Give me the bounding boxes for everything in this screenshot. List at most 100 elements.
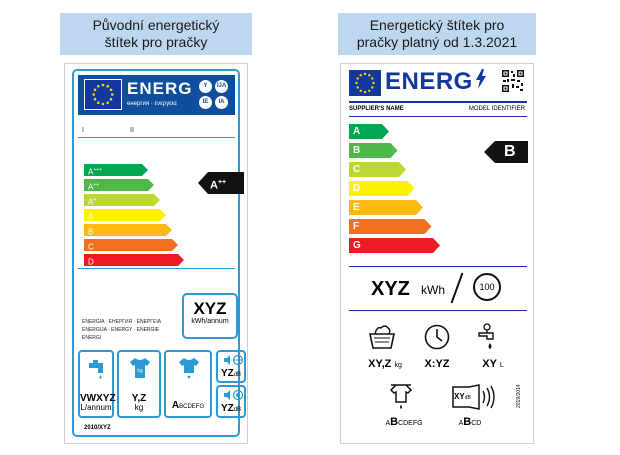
divider — [349, 101, 527, 103]
old-energy-value: XYZ — [193, 299, 227, 318]
new-noise-class: ABCD — [451, 416, 489, 428]
old-footer-code: 2010/XYZ — [84, 425, 111, 431]
old-class-bar: B — [84, 224, 172, 236]
new-class-bar: A — [349, 124, 389, 139]
old-class-bar: D — [84, 254, 184, 266]
old-water-unit: L/annum — [80, 403, 112, 412]
old-class-letter: A — [88, 212, 94, 222]
old-class-letter: D — [88, 257, 94, 267]
old-class-sup: +++ — [93, 167, 103, 173]
divider — [349, 310, 527, 311]
new-noise-first: A — [458, 420, 464, 427]
slash-divider — [450, 272, 464, 304]
new-noise-rest: CD — [471, 420, 482, 427]
old-noise-spin: YZdB — [218, 403, 244, 414]
old-class-bar: C — [84, 239, 178, 251]
old-water-box: VWXYZ L/annum — [78, 350, 116, 418]
eu-flag-icon — [349, 70, 381, 96]
divider — [78, 268, 235, 269]
old-energy-box: XYZ kWh/annum — [182, 293, 238, 339]
old-class-bar: A+ — [84, 194, 160, 206]
new-class-bar: B — [349, 143, 398, 158]
speaker-spin-icon — [224, 389, 244, 401]
old-spin-class: ABCDEFG — [166, 401, 210, 412]
old-caption-line2: štítek pro pračky — [104, 34, 208, 50]
new-class-bar: E — [349, 200, 423, 215]
old-spin-first: A — [171, 400, 180, 411]
lightning-icon — [475, 69, 486, 89]
new-class-bar: F — [349, 219, 432, 234]
new-energy-value: XYZ — [371, 278, 410, 300]
new-class-bar: D — [349, 181, 415, 196]
spin-drying-shirt-icon — [179, 358, 199, 379]
tshirt-icon: kg — [130, 358, 150, 378]
old-label-frame: ENERG енергия · ενεργεια Y IJA IE IA I I… — [72, 69, 246, 437]
new-capacity: XY,Z kg — [361, 358, 409, 370]
divider — [349, 266, 527, 267]
old-water-values: VWXYZ L/annum — [80, 393, 116, 413]
new-energ-title: ENERG — [385, 68, 487, 96]
new-capacity-value: XY,Z — [368, 358, 392, 370]
lang-badge: Y — [199, 80, 212, 93]
old-energ-title: ENERG — [127, 79, 193, 98]
new-energy-unit: kWh — [421, 283, 445, 297]
old-class-bar: A — [84, 209, 166, 221]
old-rating-letter: A — [210, 179, 218, 192]
old-spin-box: ABCDEFG — [164, 350, 212, 418]
old-noise-unit: dB — [233, 372, 242, 378]
roman-two: II — [130, 127, 134, 134]
old-capacity-value: Y,Z — [131, 393, 147, 404]
new-spin-selected: B — [390, 416, 399, 428]
new-spin-rest: CDEFG — [398, 420, 423, 427]
language-line: ENERGIJA · ENERGY · ENERGIE — [82, 327, 160, 333]
language-line: ENERGI — [82, 335, 102, 341]
new-spin-first: A — [385, 420, 391, 427]
old-noise-wash-value: YZ — [220, 368, 234, 379]
speaker-wash-icon — [224, 354, 244, 366]
old-class-letter: A — [88, 182, 94, 192]
old-class-letter: A — [88, 197, 94, 207]
svg-text:kg: kg — [137, 368, 143, 374]
lang-badge: IA — [215, 96, 228, 109]
speaker-noise-icon: XYdB — [451, 384, 497, 410]
old-class-letter: C — [88, 242, 94, 252]
new-label-caption: Energetický štítek pro pračky platný od … — [338, 13, 536, 55]
new-caption-line2: pračky platný od 1.3.2021 — [356, 34, 518, 50]
old-rating-arrow: A++ — [198, 172, 244, 194]
new-noise-unit: dB — [464, 395, 471, 401]
old-capacity-values: Y,Z kg — [119, 393, 159, 413]
model-identifier: MODEL IDENTIFIER — [468, 106, 525, 112]
new-water-value: XY — [482, 358, 497, 370]
old-class-sup: + — [93, 197, 97, 203]
old-energy-label: ENERG енергия · ενεργεια Y IJA IE IA I I… — [64, 63, 248, 444]
old-class-letter: B — [88, 227, 94, 237]
new-class-bar: C — [349, 162, 406, 177]
water-tap-icon — [89, 360, 103, 379]
old-capacity-box: kg Y,Z kg — [117, 350, 161, 418]
new-noise-value: XY — [454, 392, 465, 401]
old-class-sup: ++ — [93, 182, 100, 188]
qr-code-icon — [501, 69, 525, 93]
old-noise-wash: YZdB — [218, 368, 244, 379]
old-water-value: VWXYZ — [80, 393, 116, 404]
old-label-header: ENERG енергия · ενεργεια Y IJA IE IA — [78, 75, 235, 115]
old-caption-line1: Původní energetický — [92, 17, 220, 33]
new-noise-selected: B — [463, 416, 472, 428]
new-duration: X:YZ — [424, 358, 450, 370]
old-spin-rest: BCDEFG — [179, 404, 205, 410]
supplier-name: SUPPLIER'S NAME — [349, 106, 404, 112]
lang-badge: IJA — [215, 80, 228, 93]
clock-icon — [424, 324, 450, 350]
lang-badge: IE — [199, 96, 212, 109]
eu-flag-icon — [84, 79, 122, 110]
divider — [349, 116, 527, 117]
old-noise-wash-box: YZdB — [216, 350, 246, 383]
laundry-basket-icon — [369, 325, 395, 349]
roman-one: I — [82, 127, 84, 134]
new-water-unit: L — [499, 362, 504, 369]
new-energy-label: ENERG SUPPLIER'S NAME MODEL IDENTIFIER A… — [340, 63, 534, 444]
new-capacity-unit: kg — [394, 362, 402, 369]
old-rating-sup: ++ — [217, 179, 227, 186]
old-class-letter: A — [88, 167, 94, 177]
old-noise-unit: dB — [233, 407, 242, 413]
